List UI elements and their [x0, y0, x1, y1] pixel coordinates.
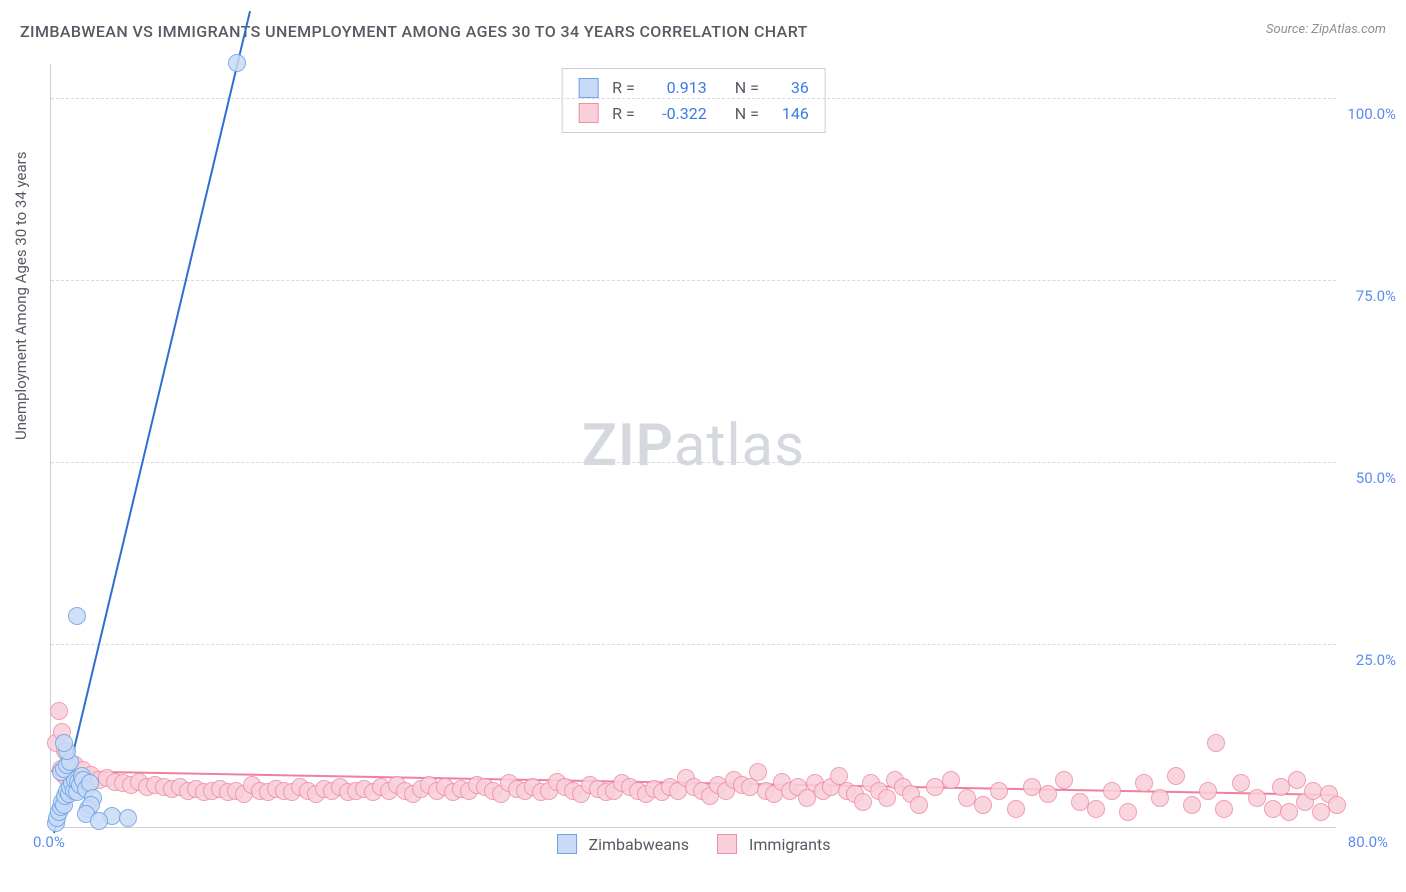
data-point [90, 812, 108, 830]
data-point [1087, 800, 1105, 818]
legend-item-zimbabweans: Zimbabweans [557, 834, 689, 854]
data-point [1207, 734, 1225, 752]
data-point [119, 809, 137, 827]
legend-n-label: N = [735, 101, 759, 127]
gridline [51, 644, 1336, 645]
data-point [1119, 803, 1137, 821]
y-tick-label: 25.0% [1356, 651, 1396, 669]
legend-r-label: R = [612, 75, 635, 101]
data-point [1135, 774, 1153, 792]
data-point [854, 793, 872, 811]
trend-line-zimbabweans [53, 11, 251, 834]
data-point [1151, 789, 1169, 807]
data-point [1304, 782, 1322, 800]
swatch-immigrants-icon [717, 834, 737, 854]
legend-n-zimbabweans: 36 [769, 75, 809, 101]
data-point [1183, 796, 1201, 814]
legend-r-immigrants: -0.322 [645, 101, 707, 127]
legend-n-immigrants: 146 [769, 101, 809, 127]
data-point [1248, 789, 1266, 807]
data-point [1280, 803, 1298, 821]
data-point [1167, 767, 1185, 785]
chart-title: ZIMBABWEAN VS IMMIGRANTS UNEMPLOYMENT AM… [20, 22, 808, 41]
scatter-plot: ZIPatlas R = 0.913 N = 36 R = -0.322 N =… [50, 64, 1336, 828]
swatch-zimbabweans-icon [557, 834, 577, 854]
data-point [1039, 785, 1057, 803]
legend-r-label: R = [612, 101, 635, 127]
legend-label-zimbabweans: Zimbabweans [589, 835, 689, 854]
data-point [1232, 774, 1250, 792]
data-point [1215, 800, 1233, 818]
data-point [910, 796, 928, 814]
chart-header: ZIMBABWEAN VS IMMIGRANTS UNEMPLOYMENT AM… [0, 0, 1406, 56]
swatch-immigrants [578, 103, 598, 123]
data-point [1264, 800, 1282, 818]
data-point [55, 734, 73, 752]
y-tick-label: 75.0% [1356, 287, 1396, 305]
series-legend: Zimbabweans Immigrants [557, 834, 831, 854]
data-point [942, 771, 960, 789]
x-tick-label: 80.0% [1348, 833, 1388, 851]
chart-source: Source: ZipAtlas.com [1266, 22, 1386, 37]
data-point [974, 796, 992, 814]
data-point [1199, 782, 1217, 800]
data-point [878, 789, 896, 807]
y-tick-label: 100.0% [1347, 105, 1396, 123]
swatch-zimbabweans [578, 78, 598, 98]
data-point [1007, 800, 1025, 818]
legend-n-label: N = [735, 75, 759, 101]
data-point [1328, 796, 1346, 814]
legend-row-zimbabweans: R = 0.913 N = 36 [578, 75, 809, 101]
data-point [1055, 771, 1073, 789]
legend-r-zimbabweans: 0.913 [645, 75, 707, 101]
correlation-legend: R = 0.913 N = 36 R = -0.322 N = 146 [561, 68, 826, 133]
data-point [1288, 771, 1306, 789]
gridline [51, 462, 1336, 463]
watermark-light: atlas [674, 412, 805, 480]
legend-row-immigrants: R = -0.322 N = 146 [578, 101, 809, 127]
y-axis-label: Unemployment Among Ages 30 to 34 years [12, 152, 30, 440]
data-point [68, 607, 86, 625]
watermark: ZIPatlas [582, 412, 805, 480]
gridline [51, 98, 1336, 99]
data-point [50, 702, 68, 720]
watermark-bold: ZIP [582, 412, 674, 480]
gridline [51, 280, 1336, 281]
y-tick-label: 50.0% [1356, 469, 1396, 487]
data-point [1103, 782, 1121, 800]
legend-label-immigrants: Immigrants [749, 835, 830, 854]
legend-item-immigrants: Immigrants [717, 834, 830, 854]
data-point [228, 54, 246, 72]
data-point [990, 782, 1008, 800]
x-tick-label: 0.0% [33, 833, 65, 851]
data-point [749, 763, 767, 781]
